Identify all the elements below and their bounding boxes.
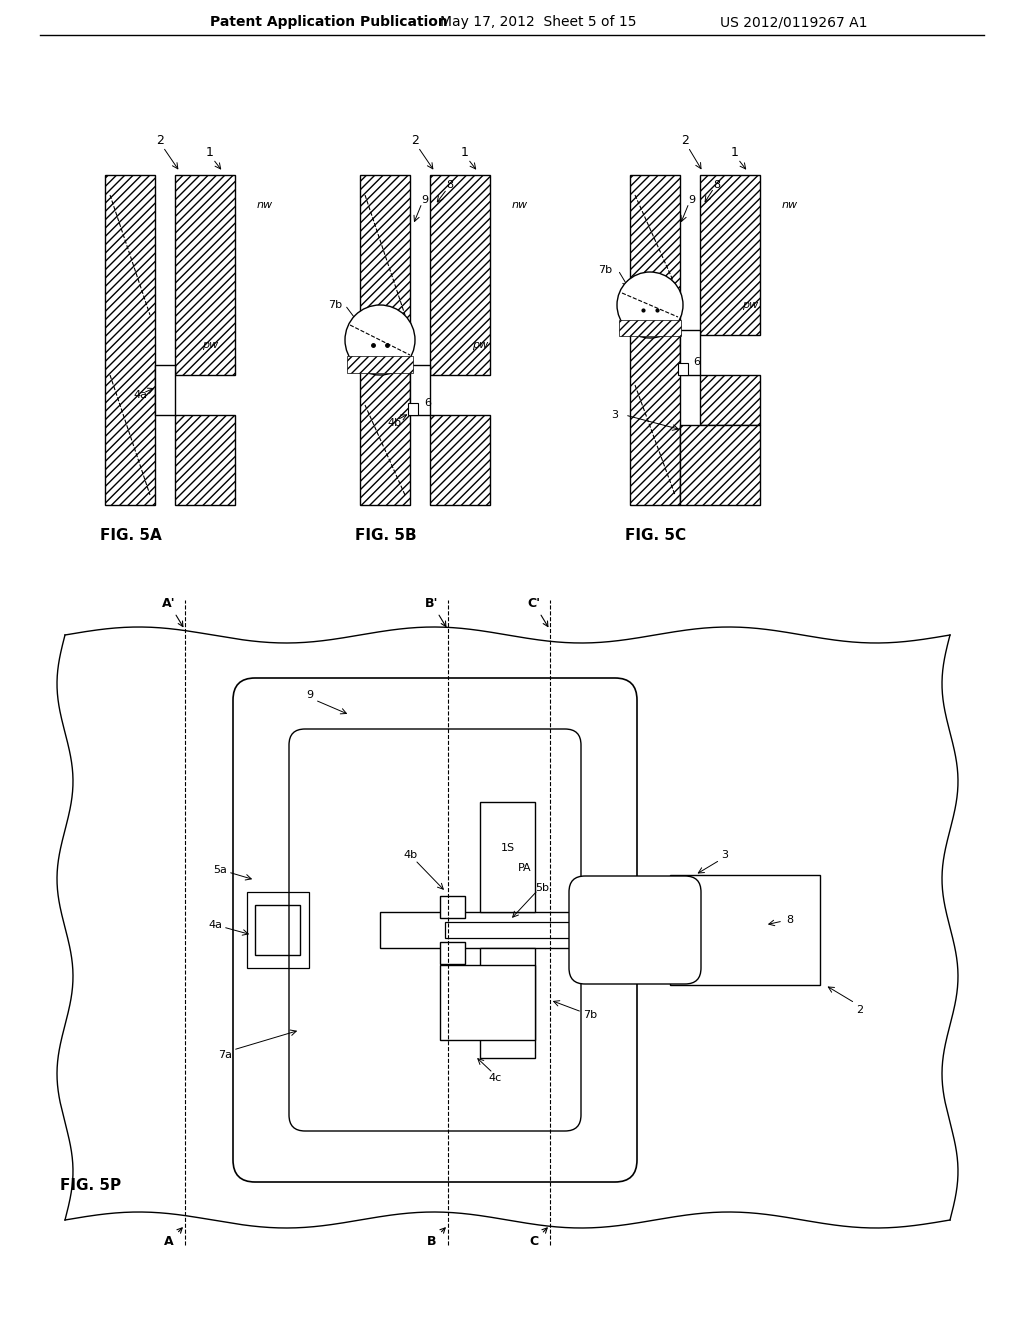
Bar <box>440 942 465 964</box>
Text: C': C' <box>527 597 548 627</box>
Text: 9: 9 <box>688 195 695 205</box>
Text: 2: 2 <box>681 133 689 147</box>
Text: 6: 6 <box>693 356 700 367</box>
Text: 4b: 4b <box>388 418 402 428</box>
Bar <box>480 948 535 1059</box>
Bar <box>408 403 418 414</box>
Text: nw: nw <box>782 201 798 210</box>
Text: pw: pw <box>472 341 488 350</box>
Bar <box>440 896 465 917</box>
Text: 2: 2 <box>856 1005 863 1015</box>
Bar <box>440 965 535 1040</box>
Bar <box>480 803 535 912</box>
Bar <box>175 176 234 375</box>
Text: 7b: 7b <box>583 1010 597 1020</box>
Text: 8: 8 <box>786 915 794 925</box>
Text: B: B <box>427 1228 445 1247</box>
Text: pw: pw <box>741 300 758 310</box>
Bar <box>445 921 585 939</box>
Text: Patent Application Publication: Patent Application Publication <box>210 15 447 29</box>
Bar <box>347 356 413 374</box>
Text: 8: 8 <box>714 180 721 190</box>
Circle shape <box>345 305 415 375</box>
Text: 4c: 4c <box>488 1073 502 1082</box>
Bar <box>430 176 490 375</box>
Text: 7b: 7b <box>328 300 342 310</box>
Text: 9: 9 <box>306 690 313 700</box>
Text: 2: 2 <box>411 133 419 147</box>
Bar <box>680 425 760 506</box>
Text: 5b: 5b <box>535 883 549 894</box>
Bar <box>700 176 760 335</box>
Bar <box>247 892 309 968</box>
Text: 1S: 1S <box>501 843 515 853</box>
Bar <box>630 176 680 506</box>
Text: 7a: 7a <box>218 1049 232 1060</box>
Bar <box>255 906 300 954</box>
Text: 2: 2 <box>156 133 164 147</box>
FancyBboxPatch shape <box>569 876 701 983</box>
Bar <box>618 319 681 337</box>
Text: 9: 9 <box>422 195 429 205</box>
Text: FIG. 5B: FIG. 5B <box>355 528 417 543</box>
Text: 3: 3 <box>722 850 728 861</box>
Text: A: A <box>164 1228 182 1247</box>
Text: 4a: 4a <box>208 920 222 931</box>
Text: 1: 1 <box>461 147 469 160</box>
Bar <box>678 363 688 375</box>
Text: 7b: 7b <box>598 265 612 275</box>
Bar <box>175 414 234 506</box>
Bar <box>105 176 155 506</box>
Circle shape <box>617 272 683 338</box>
Text: 6: 6 <box>425 399 431 408</box>
Text: PA: PA <box>518 863 531 873</box>
Text: FIG. 5P: FIG. 5P <box>60 1177 121 1192</box>
Bar <box>380 912 710 948</box>
Text: FIG. 5A: FIG. 5A <box>100 528 162 543</box>
Text: 4a: 4a <box>133 389 147 400</box>
Text: 3: 3 <box>611 411 618 420</box>
Text: C: C <box>529 1228 547 1247</box>
Bar <box>155 366 175 414</box>
Text: A': A' <box>162 597 183 627</box>
Text: pw: pw <box>202 341 218 350</box>
Bar <box>700 375 760 425</box>
Text: 1: 1 <box>206 147 214 160</box>
Text: 4b: 4b <box>402 850 417 861</box>
Text: US 2012/0119267 A1: US 2012/0119267 A1 <box>720 15 867 29</box>
Bar <box>680 330 700 375</box>
Text: nw: nw <box>512 201 528 210</box>
Bar <box>360 176 410 506</box>
Text: FIG. 5C: FIG. 5C <box>625 528 686 543</box>
Bar <box>670 875 820 985</box>
Text: 5a: 5a <box>213 865 227 875</box>
Text: 8: 8 <box>446 180 454 190</box>
Text: 1: 1 <box>731 147 739 160</box>
Bar <box>410 366 430 414</box>
Text: B': B' <box>425 597 445 627</box>
Text: nw: nw <box>257 201 273 210</box>
Text: May 17, 2012  Sheet 5 of 15: May 17, 2012 Sheet 5 of 15 <box>440 15 637 29</box>
Bar <box>430 414 490 506</box>
